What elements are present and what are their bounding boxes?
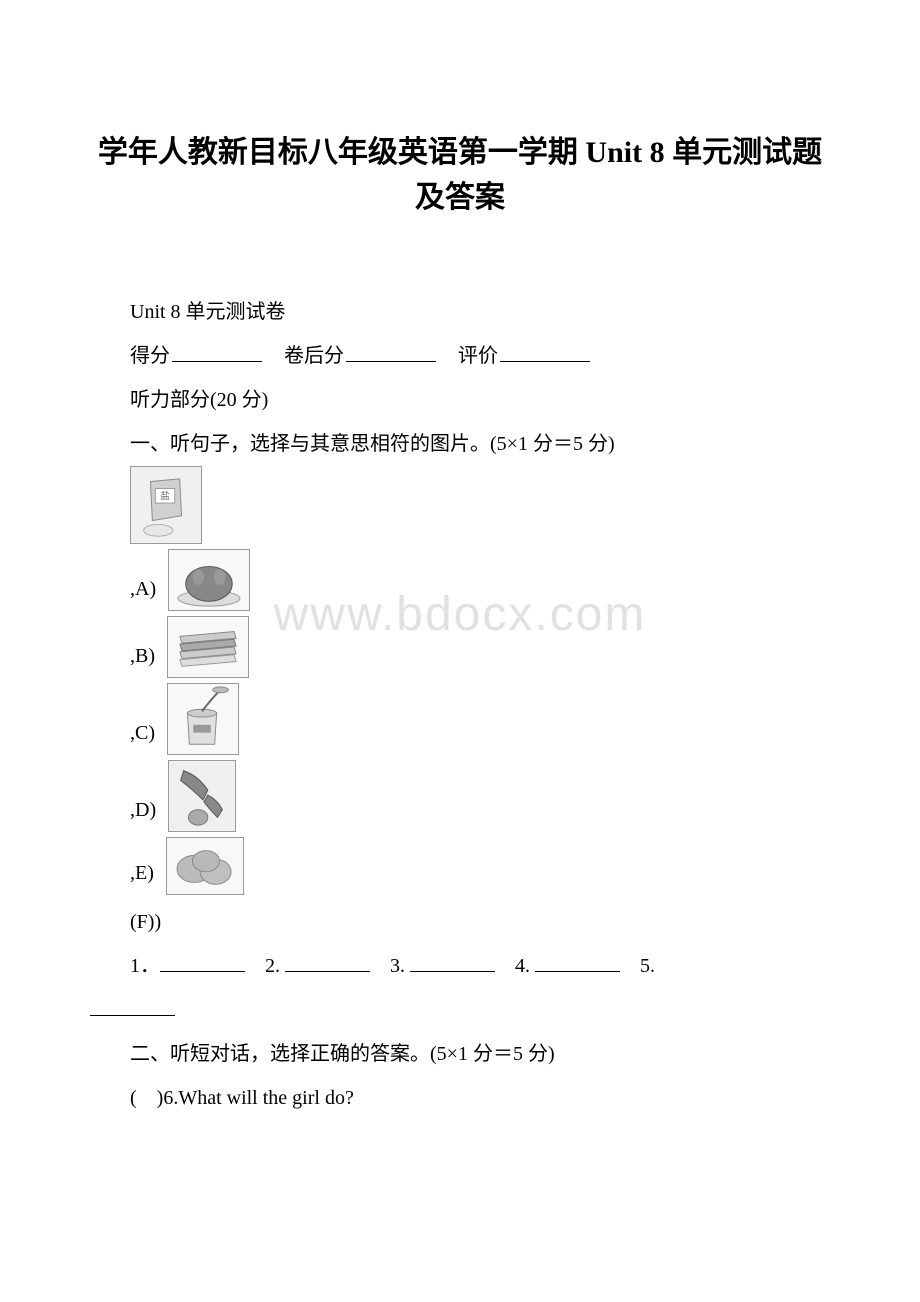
document-content: 学年人教新目标八年级英语第一学期 Unit 8 单元测试题及答案 Unit 8 … [0, 0, 920, 1120]
rating-label: 评价 [458, 345, 498, 367]
option-a-label: ,A) [130, 567, 156, 616]
image-salt: 盐 [130, 466, 202, 544]
score-blank [172, 342, 262, 362]
option-e-line: ,E) [130, 837, 830, 900]
rating-blank [500, 342, 590, 362]
blank-2 [285, 952, 370, 972]
blank-5-line [90, 988, 830, 1032]
subtitle-line: Unit 8 单元测试卷 [90, 290, 830, 334]
image-peel [168, 760, 236, 832]
section1-header: 一、听句子，选择与其意思相符的图片。(5×1 分＝5 分) [90, 422, 830, 466]
image-sandwich [167, 616, 249, 678]
answer-blanks-line: 1． 2. 3. 4. 5. [90, 944, 830, 988]
post-score-label: 卷后分 [284, 345, 344, 367]
svg-text:盐: 盐 [160, 489, 170, 502]
option-a-line: ,A) [130, 549, 830, 616]
question-6: ( )6.What will the girl do? [90, 1076, 830, 1120]
option-f-line: (F)) [90, 900, 830, 944]
option-d-label: ,D) [130, 788, 156, 837]
option-e-label: ,E) [130, 851, 154, 900]
post-score-blank [346, 342, 436, 362]
option-b-line: ,B) [130, 616, 830, 683]
image-potato [166, 837, 244, 895]
option-b-label: ,B) [130, 634, 155, 683]
section2-header: 二、听短对话，选择正确的答案。(5×1 分＝5 分) [90, 1032, 830, 1076]
body-text: Unit 8 单元测试卷 得分 卷后分 评价 听力部分(20 分) 一、听句子，… [90, 290, 830, 1120]
number-1: 1． [130, 955, 160, 977]
blank-3 [410, 952, 495, 972]
blank-4 [535, 952, 620, 972]
option-c-line: ,C) [130, 683, 830, 760]
number-5: 5. [640, 955, 655, 977]
score-label: 得分 [130, 345, 170, 367]
image-turkey [168, 549, 250, 611]
option-d-line: ,D) [130, 760, 830, 837]
blank-1 [160, 952, 245, 972]
number-3: 3. [390, 955, 405, 977]
blank-5 [90, 996, 175, 1016]
number-4: 4. [515, 955, 530, 977]
number-2: 2. [265, 955, 280, 977]
image-yogurt [167, 683, 239, 755]
listening-header: 听力部分(20 分) [90, 378, 830, 422]
option-c-label: ,C) [130, 711, 155, 760]
document-title: 学年人教新目标八年级英语第一学期 Unit 8 单元测试题及答案 [90, 130, 830, 220]
score-line: 得分 卷后分 评价 [90, 334, 830, 378]
